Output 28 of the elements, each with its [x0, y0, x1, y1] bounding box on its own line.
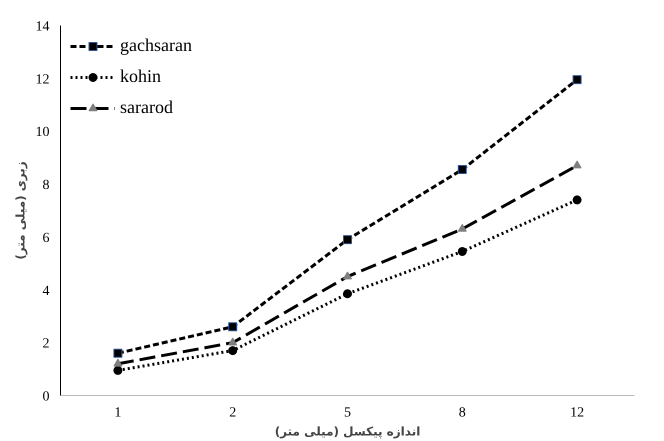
x-tick-label: 8 [458, 406, 466, 420]
point [228, 322, 238, 332]
y-tick-label: 0 [42, 390, 50, 404]
y-tick-label: 12 [36, 72, 50, 88]
y-axis-title: زبری (میلی متر) [14, 161, 28, 260]
point [343, 289, 352, 298]
y-tick-label: 10 [36, 125, 50, 140]
y-tick-label: 6 [42, 230, 50, 246]
point [458, 165, 467, 174]
y-tick-label: 8 [42, 178, 50, 194]
point [572, 195, 582, 204]
point [113, 366, 122, 375]
x-tick-label: 1 [114, 406, 122, 420]
point [113, 348, 122, 358]
x-tick-label: 5 [344, 406, 351, 420]
x-axis-title: اندازه پیکسل (میلی متر) [274, 424, 420, 438]
y-tick-label: 14 [36, 20, 50, 34]
point [343, 235, 352, 244]
point [458, 246, 467, 256]
legend-label: kohin [120, 66, 162, 87]
x-tick-label: 2 [229, 406, 236, 420]
legend-label: sararod [120, 97, 173, 118]
y-tick-label: 2 [42, 336, 50, 352]
x-tick-label: 12 [570, 406, 584, 420]
legend-label: gachsaran [120, 35, 192, 56]
point [572, 75, 582, 84]
point [228, 346, 238, 356]
y-tick-label: 4 [42, 284, 50, 299]
